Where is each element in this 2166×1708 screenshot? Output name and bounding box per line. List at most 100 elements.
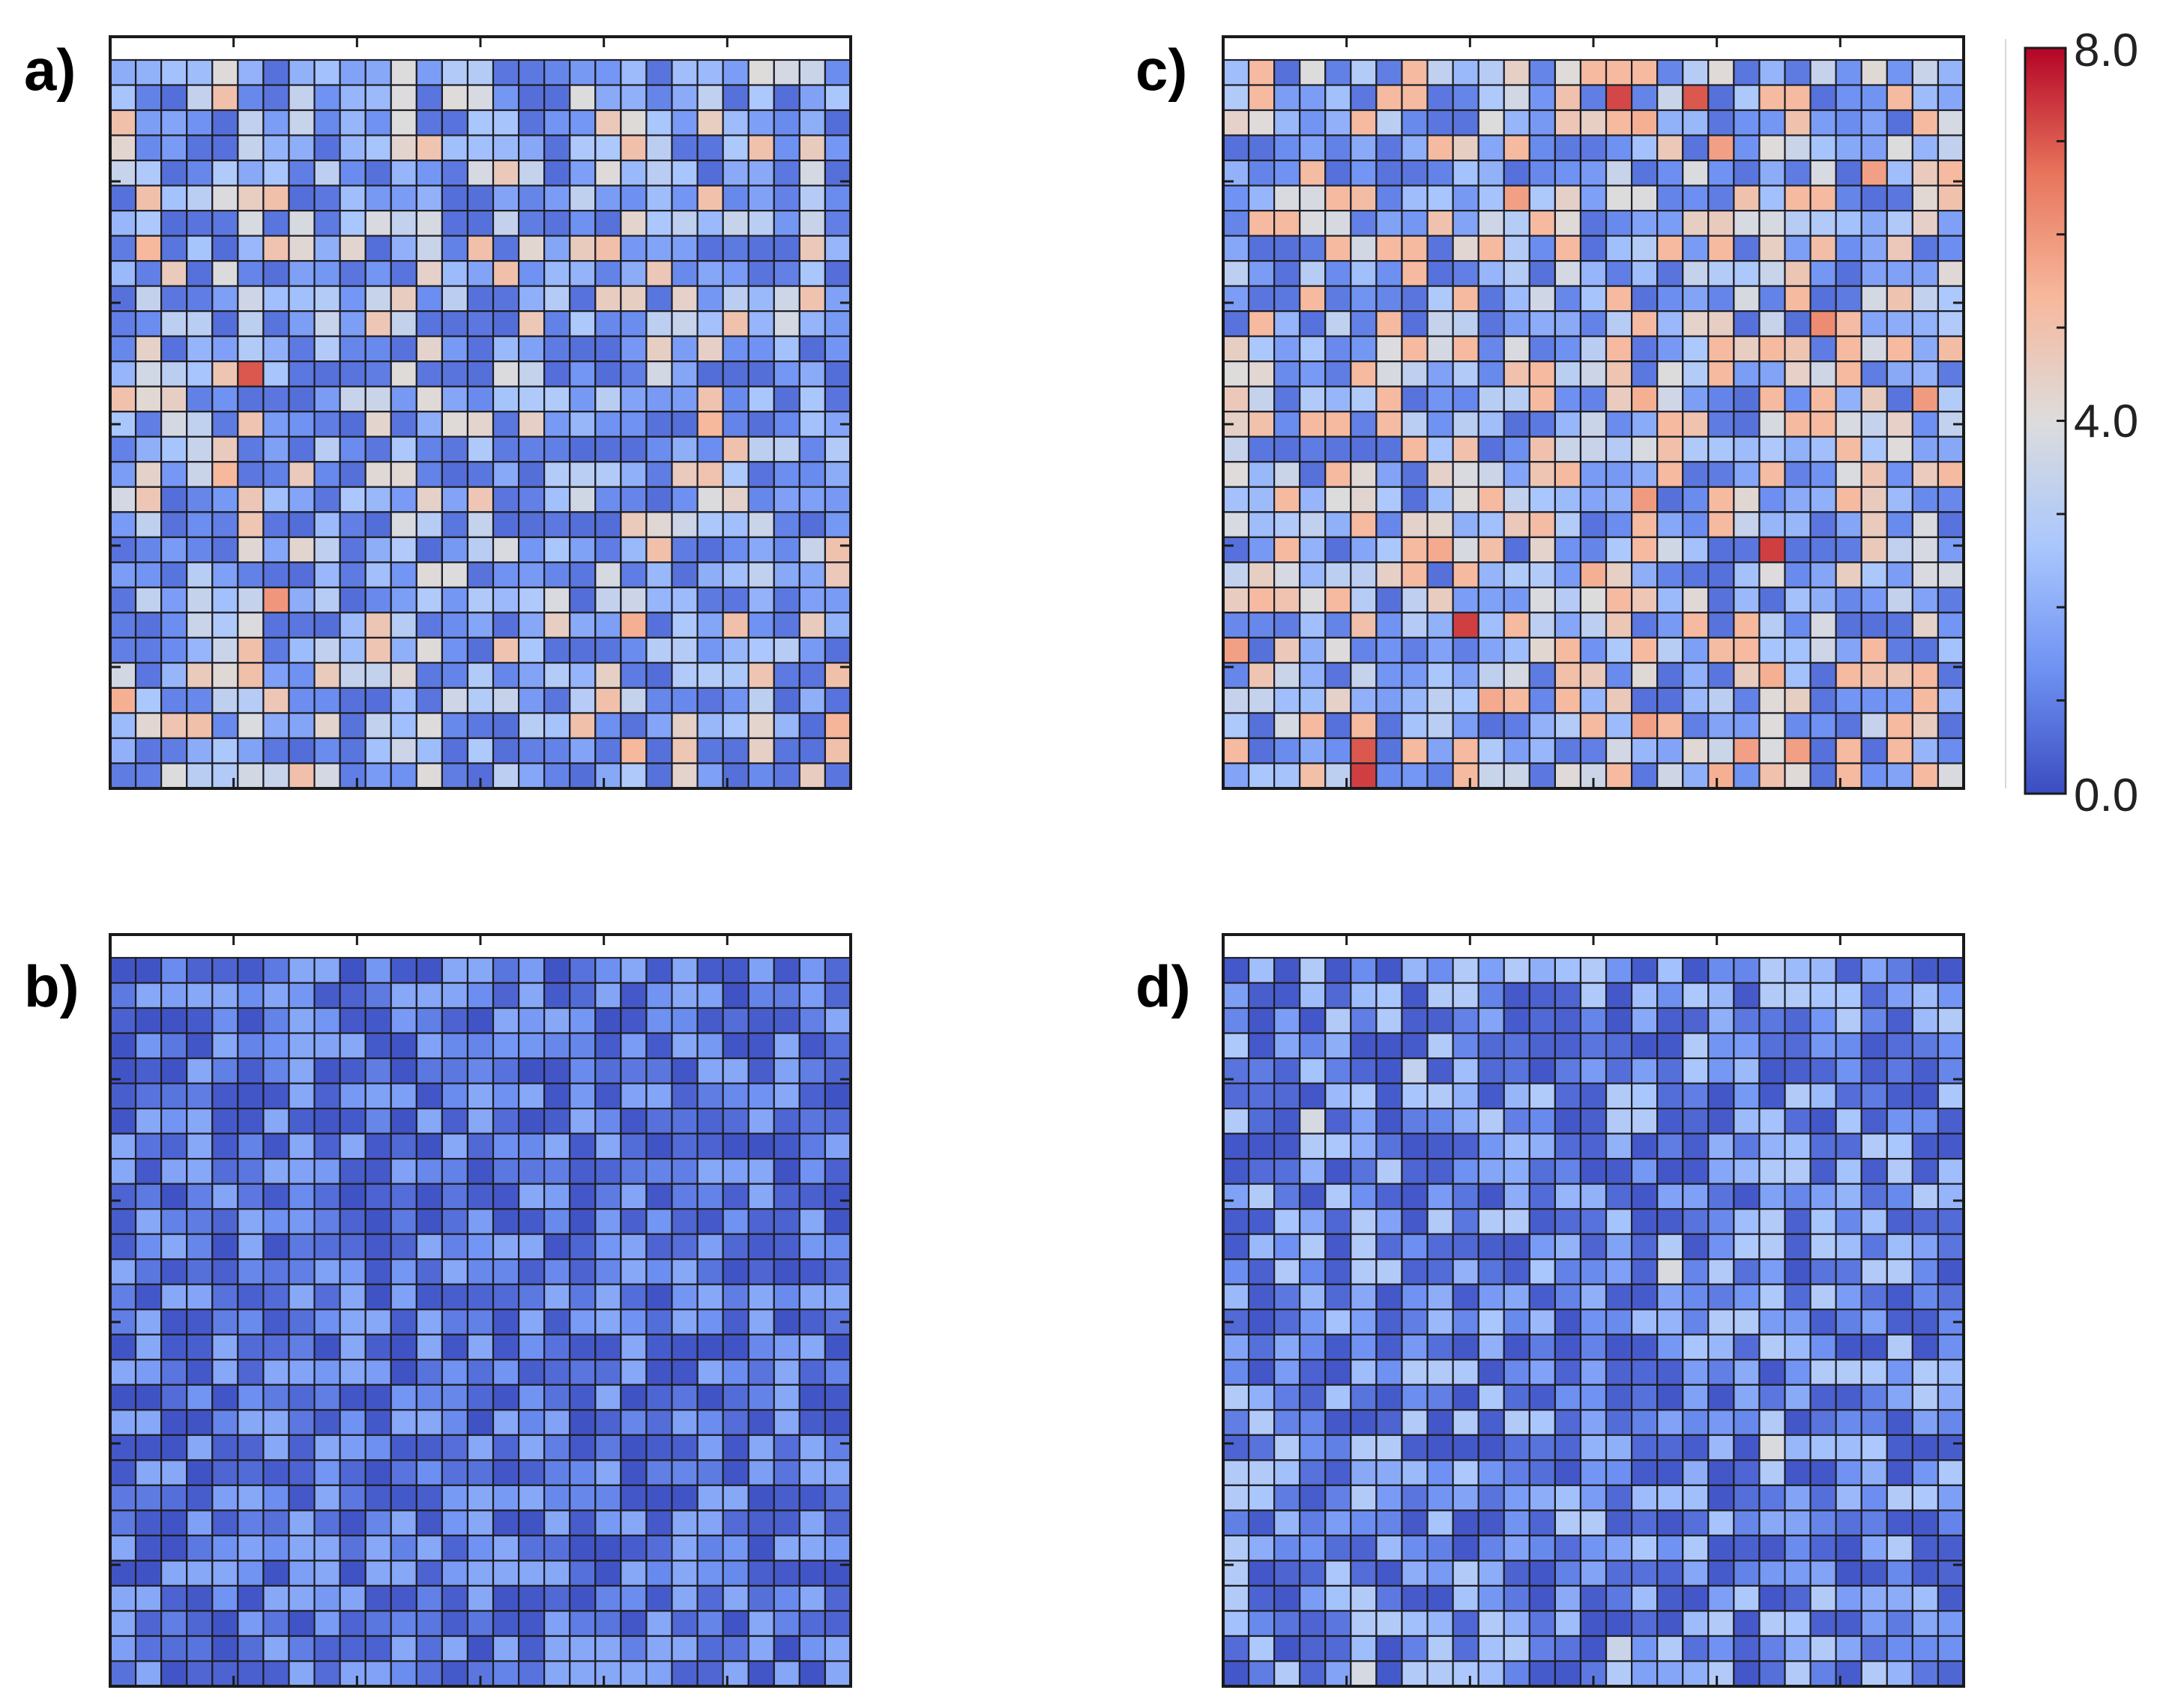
heatmap-cell xyxy=(1247,1459,1276,1486)
heatmap-cell xyxy=(1758,1032,1786,1060)
heatmap-cell xyxy=(1758,1484,1786,1512)
heatmap-cell xyxy=(1605,385,1633,413)
heatmap-cell xyxy=(313,1484,341,1512)
heatmap-cell xyxy=(134,310,163,337)
heatmap-cell xyxy=(1784,385,1811,413)
heatmap-cell xyxy=(517,159,546,187)
heatmap-cell xyxy=(1631,1132,1659,1160)
heatmap-cell xyxy=(722,385,749,413)
heatmap-cell xyxy=(109,1509,137,1537)
heatmap-cell xyxy=(1350,612,1378,639)
heatmap-cell xyxy=(1911,1158,1940,1185)
heatmap-cell xyxy=(722,109,749,136)
heatmap-cell xyxy=(569,1660,597,1688)
heatmap-cell xyxy=(1247,1383,1276,1411)
heatmap-cell xyxy=(313,1132,341,1160)
heatmap-cell xyxy=(696,1383,724,1411)
heatmap-cells-c xyxy=(1222,58,1965,790)
heatmap-cell xyxy=(747,1635,775,1662)
heatmap-cell xyxy=(1528,285,1556,313)
heatmap-cell xyxy=(1860,109,1888,136)
heatmap-cell xyxy=(1911,1359,1940,1386)
heatmap-cell xyxy=(262,335,290,363)
heatmap-cell xyxy=(1911,1183,1940,1210)
heatmap-cell xyxy=(237,1635,265,1662)
heatmap-cell xyxy=(313,1333,341,1361)
heatmap-cell xyxy=(1886,1283,1913,1311)
heatmap-cell xyxy=(1733,686,1761,714)
heatmap-cell xyxy=(1426,1333,1454,1361)
heatmap-cell xyxy=(1733,1610,1761,1638)
heatmap-cell xyxy=(339,1584,366,1612)
heatmap-cell xyxy=(1605,1007,1633,1034)
heatmap-cell xyxy=(160,737,188,764)
heatmap-cell xyxy=(237,411,265,438)
heatmap-cell xyxy=(1222,1283,1250,1311)
heatmap-cell xyxy=(1554,1007,1582,1034)
heatmap-cell xyxy=(237,662,265,689)
heatmap-cell xyxy=(1554,1409,1582,1436)
heatmap-cell xyxy=(1528,1459,1556,1486)
heatmap-cell xyxy=(186,1509,214,1537)
heatmap-cell xyxy=(543,1082,571,1110)
heatmap-cell xyxy=(747,737,775,764)
heatmap-cell xyxy=(134,636,163,664)
heatmap-cell xyxy=(441,84,469,112)
heatmap-cell xyxy=(671,511,699,538)
heatmap-cell xyxy=(1860,1434,1888,1461)
heatmap-cell xyxy=(1401,486,1429,513)
heatmap-cell xyxy=(1835,1309,1862,1336)
heatmap-cell xyxy=(1426,1183,1454,1210)
heatmap-cell xyxy=(415,662,444,689)
heatmap-cell xyxy=(134,982,163,1010)
heatmap-cell xyxy=(620,1007,648,1034)
heatmap-cell xyxy=(313,561,341,588)
heatmap-cell xyxy=(492,235,520,262)
heatmap-cell xyxy=(313,1007,341,1034)
heatmap-cell xyxy=(1273,1007,1301,1034)
heatmap-cell xyxy=(1273,134,1301,162)
colorbar: 8.0 4.0 0.0 xyxy=(2005,25,2138,821)
heatmap-cell xyxy=(237,1158,265,1185)
heatmap-cell xyxy=(1350,1434,1378,1461)
heatmap-cell xyxy=(237,737,265,764)
heatmap-cell xyxy=(1247,1032,1276,1060)
heatmap-cell xyxy=(773,561,800,588)
heatmap-cell xyxy=(186,1434,214,1461)
heatmap-cell xyxy=(620,435,648,463)
heatmap-cell xyxy=(722,1258,749,1285)
heatmap-cell xyxy=(415,1484,444,1512)
heatmap-cell xyxy=(1937,435,1965,463)
heatmap-cell xyxy=(1477,1233,1505,1261)
heatmap-cell xyxy=(1656,435,1684,463)
heatmap-cell xyxy=(1860,310,1888,337)
heatmap-cell xyxy=(415,686,444,714)
heatmap-cell xyxy=(696,712,724,740)
heatmap-cell xyxy=(1222,1082,1250,1110)
heatmap-cell xyxy=(364,1383,392,1411)
heatmap-cell xyxy=(109,636,137,664)
heatmap-cell xyxy=(517,662,546,689)
heatmap-cell xyxy=(773,1107,800,1135)
heatmap-cell xyxy=(1222,586,1250,614)
heatmap-cell xyxy=(1554,1258,1582,1285)
heatmap-cell xyxy=(594,1333,622,1361)
heatmap-cell xyxy=(696,461,724,488)
heatmap-cell xyxy=(1247,109,1276,136)
heatmap-cell xyxy=(262,686,290,714)
heatmap-cell xyxy=(1554,536,1582,564)
heatmap-cell xyxy=(313,435,341,463)
heatmap-cell xyxy=(492,1158,520,1185)
heatmap-cell xyxy=(313,1660,341,1688)
heatmap-cell xyxy=(824,586,852,614)
heatmap-cell xyxy=(1503,1560,1530,1587)
heatmap-cell xyxy=(1579,982,1608,1010)
heatmap-cell xyxy=(645,1660,673,1688)
heatmap-cell xyxy=(186,285,214,313)
heatmap-cell xyxy=(492,184,520,212)
heatmap-cell xyxy=(1452,1409,1479,1436)
heatmap-cell xyxy=(1299,385,1327,413)
heatmap-cell xyxy=(1886,1610,1913,1638)
heatmap-cell xyxy=(211,285,239,313)
heatmap-cell xyxy=(1324,982,1352,1010)
